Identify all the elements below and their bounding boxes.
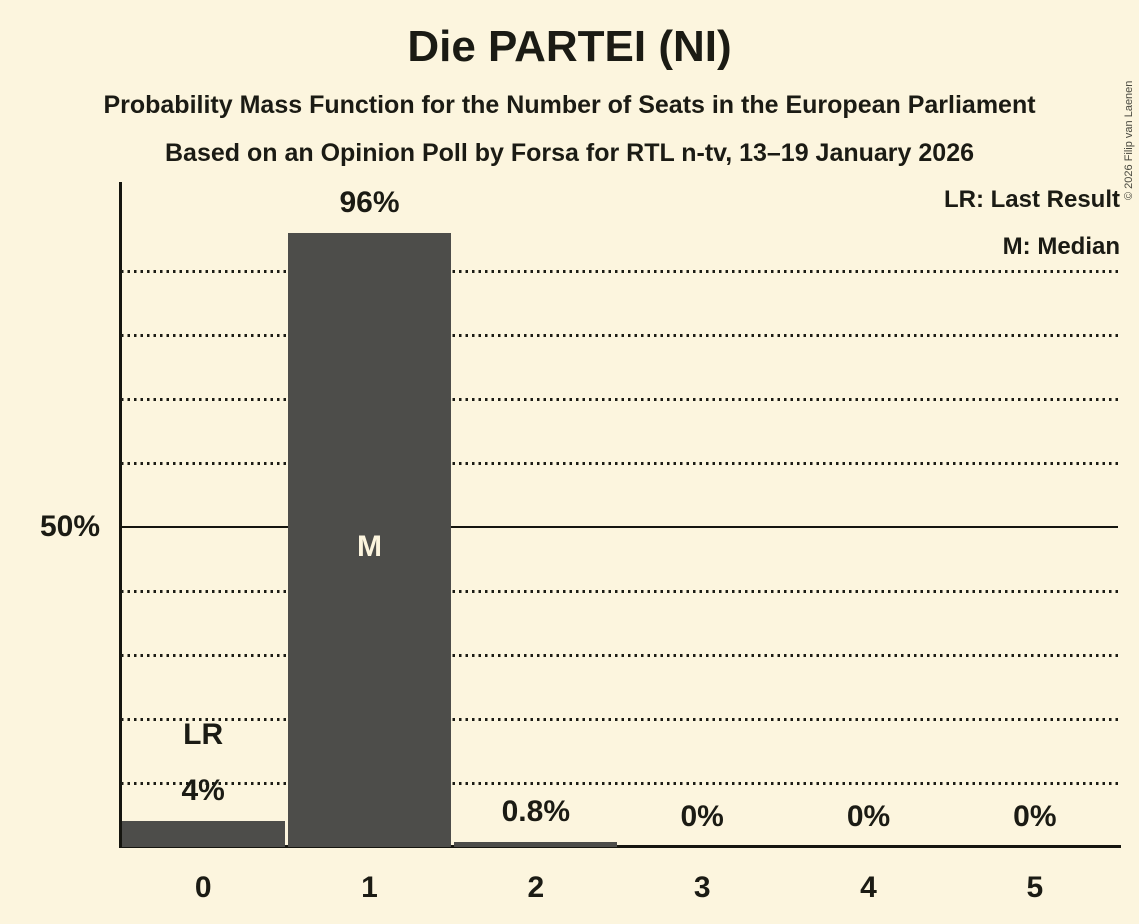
gridline-30pct (121, 654, 1118, 657)
bar-value-label-2: 0.8% (501, 795, 571, 828)
bar-seats-2 (454, 842, 618, 847)
bar-seats-0 (121, 821, 285, 847)
y-axis-line (119, 182, 122, 848)
gridline-50pct (121, 526, 1118, 528)
bar-value-label-5: 0% (1013, 800, 1057, 833)
median-marker-label: M (356, 530, 382, 563)
bar-value-label-0: 4% (181, 774, 225, 807)
x-tick-label-5: 5 (1026, 871, 1044, 904)
x-tick-label-4: 4 (860, 871, 877, 904)
x-tick-label-1: 1 (361, 871, 378, 904)
gridline-60pct (121, 462, 1118, 465)
bar-value-label-4: 0% (846, 800, 891, 833)
gridline-70pct (121, 398, 1118, 401)
bar-seats-1 (287, 233, 452, 847)
x-axis-line (119, 845, 1121, 848)
x-tick-label-0: 0 (194, 871, 212, 904)
bar-value-label-3: 0% (680, 800, 724, 833)
gridline-90pct (121, 270, 1118, 273)
gridline-80pct (121, 334, 1118, 337)
legend-median: M: Median (1002, 233, 1120, 260)
chart-source-line: Based on an Opinion Poll by Forsa for RT… (164, 139, 975, 167)
x-tick-label-2: 2 (527, 871, 545, 904)
legend-last-result: LR: Last Result (943, 186, 1120, 213)
chart-subtitle: Probability Mass Function for the Number… (103, 91, 1036, 119)
chart-title: Die PARTEI (NI) (407, 22, 732, 71)
bar-value-label-1: 96% (339, 186, 400, 219)
gridline-40pct (121, 590, 1118, 593)
last-result-marker-label: LR (183, 718, 224, 751)
gridline-20pct (121, 718, 1118, 721)
gridline-10pct (121, 782, 1118, 785)
legend: LR: Last Result M: Median (944, 176, 1120, 270)
x-tick-label-3: 3 (693, 871, 711, 904)
y-tick-label-50: 50% (39, 510, 100, 543)
